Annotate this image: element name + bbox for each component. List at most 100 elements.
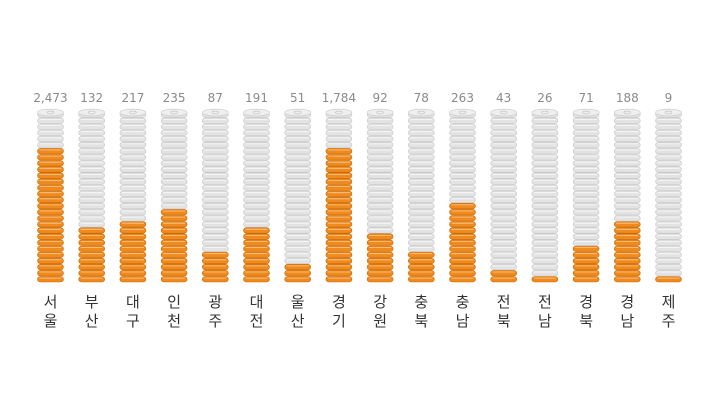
coin-emblem (252, 110, 261, 115)
coin-filled (449, 251, 476, 258)
coin-empty (243, 190, 270, 197)
category-label-char: 대 (126, 293, 140, 311)
coin-empty (572, 178, 600, 185)
coin-filled (366, 233, 394, 240)
coin-filled (78, 257, 105, 265)
coin-empty (613, 190, 641, 197)
coin-empty (407, 129, 435, 136)
coin-empty (490, 129, 518, 136)
coin-filled (572, 276, 600, 283)
coin-filled (325, 215, 353, 222)
coin-empty (531, 135, 559, 142)
coin-empty (78, 190, 105, 197)
coin-filled (655, 276, 682, 283)
coin-empty (160, 178, 188, 185)
category-label-char: 북 (579, 312, 593, 330)
coin-empty (284, 190, 312, 197)
coin-empty (613, 142, 641, 149)
coin-empty (449, 172, 476, 179)
coin-filled (366, 257, 394, 265)
coin-emblem (500, 110, 508, 115)
coin-empty (78, 166, 105, 173)
coin-empty (284, 245, 312, 252)
coin-stack (202, 108, 229, 283)
coin-empty (325, 123, 353, 130)
coin-empty (160, 184, 188, 191)
coin-filled (202, 276, 229, 283)
coin-empty (490, 215, 518, 222)
coin-empty (284, 148, 312, 155)
coin-filled (37, 160, 64, 167)
coin-filled (449, 203, 476, 210)
coin-empty (613, 166, 641, 173)
coin-empty (490, 142, 518, 149)
coin-empty (655, 221, 682, 228)
coin-empty (366, 123, 394, 130)
coin-empty (407, 184, 435, 191)
coin-filled (572, 263, 600, 271)
coin-filled (243, 257, 270, 265)
coin-filled (37, 257, 64, 265)
coin-empty (202, 239, 229, 246)
coin-empty (613, 154, 641, 161)
coin-top-face (202, 108, 229, 117)
coin-empty (202, 148, 229, 155)
coin-empty (160, 129, 188, 136)
coin-empty (531, 215, 559, 222)
coin-filled (366, 276, 394, 283)
coin-empty (490, 166, 518, 173)
coin-empty (407, 148, 435, 155)
category-label-char: 경 (579, 293, 593, 311)
coin-empty (572, 142, 600, 149)
coin-emblem (87, 110, 96, 115)
coin-filled (119, 251, 147, 258)
coin-filled (613, 227, 641, 234)
coin-filled (407, 276, 435, 283)
coin-empty (78, 209, 105, 216)
coin-filled (325, 172, 353, 179)
coin-empty (655, 129, 682, 136)
coin-empty (531, 178, 559, 185)
coin-stack (366, 108, 394, 283)
coin-filled (449, 239, 476, 246)
coin-empty (284, 203, 312, 210)
coin-filled (37, 215, 64, 222)
coin-empty (572, 209, 600, 216)
value-label: 235 (163, 91, 186, 105)
coin-filled (325, 245, 353, 252)
coin-empty (78, 123, 105, 130)
coin-empty (160, 190, 188, 197)
coin-empty (655, 117, 682, 124)
coin-filled (284, 270, 312, 277)
value-label: 188 (616, 91, 639, 105)
coin-top-face (407, 108, 435, 117)
coin-empty (655, 196, 682, 203)
coin-filled (449, 227, 476, 234)
coin-filled (160, 270, 188, 277)
coin-empty (284, 257, 312, 265)
coin-empty (490, 245, 518, 252)
category-label-char: 대 (250, 293, 264, 311)
coin-filled (366, 239, 394, 246)
coin-empty (160, 196, 188, 203)
coin-filled (160, 209, 188, 216)
coin-empty (449, 190, 476, 197)
coin-filled (160, 263, 188, 271)
coin-top-face (572, 108, 600, 117)
coin-emblem (664, 110, 673, 115)
coin-top-face (531, 108, 559, 117)
coin-filled (37, 276, 64, 283)
coin-empty (655, 257, 682, 265)
coin-empty (449, 148, 476, 155)
coin-empty (531, 239, 559, 246)
coin-filled (78, 263, 105, 271)
coin-empty (407, 233, 435, 240)
coin-empty (613, 178, 641, 185)
coin-empty (531, 257, 559, 265)
coin-empty (613, 196, 641, 203)
coin-empty (119, 203, 147, 210)
coin-empty (284, 135, 312, 142)
